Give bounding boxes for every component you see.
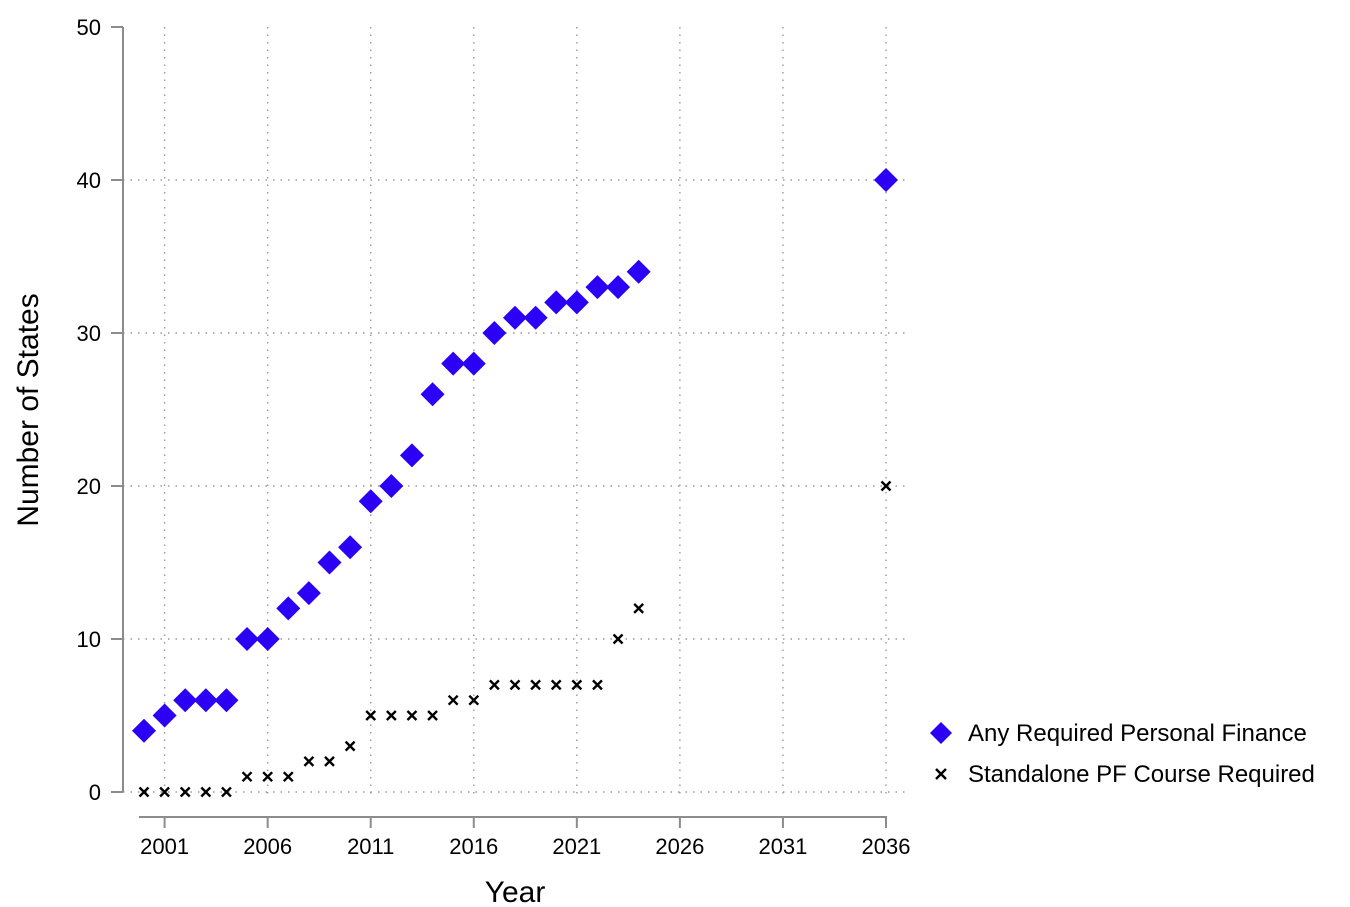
x-tick-label: 2031 xyxy=(758,834,807,859)
x-tick-label: 2006 xyxy=(243,834,292,859)
standalone-point xyxy=(159,786,170,798)
y-tick-label: 30 xyxy=(77,321,101,346)
any-required-point xyxy=(874,168,898,192)
gridlines xyxy=(123,27,910,797)
any-required-point xyxy=(132,718,156,743)
x-tick-label: 2021 xyxy=(552,834,601,859)
any-required-point xyxy=(606,275,631,300)
y-tick-label: 50 xyxy=(77,15,101,40)
y-tick-label: 0 xyxy=(89,780,101,805)
any-required-point xyxy=(338,535,363,560)
standalone-point xyxy=(303,756,315,767)
y-tick-label: 20 xyxy=(77,474,101,499)
any-required-point xyxy=(585,275,610,300)
standalone-point xyxy=(200,786,212,798)
standalone-point xyxy=(385,710,397,721)
any-required-point xyxy=(296,581,321,606)
any-required-point xyxy=(358,489,383,514)
standalone-point xyxy=(612,633,624,645)
standalone-point xyxy=(365,710,377,721)
standalone-point xyxy=(179,786,191,798)
any-required-point xyxy=(317,550,342,575)
standalone-point xyxy=(282,771,294,783)
any-required-point xyxy=(173,688,198,713)
standalone-point xyxy=(406,710,418,721)
standalone-point xyxy=(138,786,150,798)
x-axis-title: Year xyxy=(485,876,546,907)
x-tick-label: 2026 xyxy=(655,834,704,859)
any-required-point xyxy=(441,351,466,376)
legend-label-standalone: Standalone PF Course Required xyxy=(968,761,1315,788)
any-required-point xyxy=(523,305,548,330)
any-required-point xyxy=(235,627,260,651)
x-tick-label: 2016 xyxy=(449,834,498,859)
standalone-point xyxy=(221,786,232,798)
standalone-point xyxy=(427,710,438,721)
y-tick-label: 40 xyxy=(77,168,101,193)
standalone-point xyxy=(241,771,253,783)
standalone-point xyxy=(344,740,356,752)
any-required-point xyxy=(544,290,569,315)
any-required-point xyxy=(461,351,486,376)
legend-diamond-marker xyxy=(930,722,952,744)
standalone-point xyxy=(324,756,335,767)
standalone-point xyxy=(880,480,892,492)
any-required-point xyxy=(193,688,218,713)
x-tick-label: 2001 xyxy=(140,834,189,859)
standalone-point xyxy=(530,679,541,691)
any-required-point xyxy=(152,703,177,728)
any-required-point xyxy=(482,321,507,345)
standalone-point xyxy=(262,771,274,783)
any-required-point xyxy=(564,290,589,315)
data-marks xyxy=(132,168,898,798)
any-required-point xyxy=(379,474,404,498)
x-tick-label: 2011 xyxy=(347,834,394,859)
axes: 0 10 20 30 40 50 2001 2006 2011 2016 2021 2026 2031 2… xyxy=(77,15,911,859)
legend-x-marker xyxy=(935,768,947,780)
any-required-point xyxy=(626,259,651,284)
legend-item-standalone: Standalone PF Course Required xyxy=(935,761,1315,788)
standalone-point xyxy=(468,694,480,706)
x-tick-label: 2036 xyxy=(862,834,911,859)
any-required-point xyxy=(255,627,280,651)
legend-item-any-required: Any Required Personal Finance xyxy=(930,720,1307,747)
standalone-point xyxy=(489,679,500,691)
standalone-point xyxy=(633,603,645,614)
y-tick-label: 10 xyxy=(77,627,101,652)
y-axis-title: Number of States xyxy=(12,293,45,526)
any-required-point xyxy=(276,596,301,621)
legend: Any Required Personal Finance Standalone… xyxy=(930,720,1315,788)
any-required-point xyxy=(420,382,445,407)
standalone-point xyxy=(447,694,459,706)
any-required-point xyxy=(399,443,424,468)
standalone-point xyxy=(571,679,583,691)
any-required-point xyxy=(503,305,527,330)
standalone-point xyxy=(550,679,562,691)
standalone-point xyxy=(509,679,521,691)
standalone-point xyxy=(592,679,603,691)
legend-label-any-required: Any Required Personal Finance xyxy=(968,720,1307,747)
any-required-point xyxy=(214,688,239,713)
